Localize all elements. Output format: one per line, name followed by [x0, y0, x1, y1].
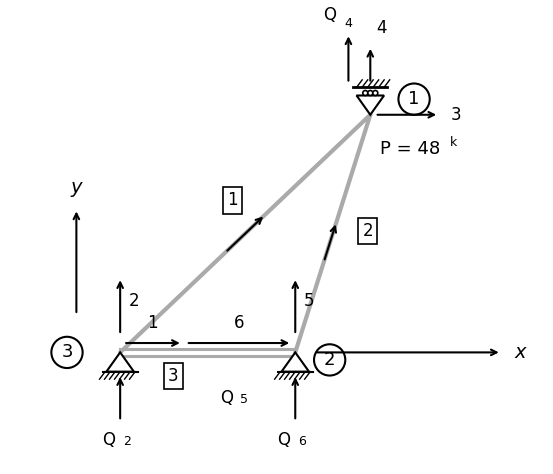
Text: 5: 5	[240, 393, 248, 406]
Text: 2: 2	[123, 435, 131, 448]
Text: k: k	[450, 137, 457, 149]
Text: Q: Q	[102, 430, 115, 448]
Text: 3: 3	[168, 367, 179, 385]
Circle shape	[368, 91, 373, 95]
Text: 5: 5	[304, 292, 315, 310]
Text: 6: 6	[298, 435, 306, 448]
Text: 6: 6	[234, 314, 244, 332]
Text: y: y	[71, 178, 82, 197]
Text: 2: 2	[324, 351, 336, 369]
Text: 1: 1	[147, 314, 158, 332]
Text: 2: 2	[363, 222, 373, 240]
Text: 3: 3	[61, 343, 73, 361]
Text: 1: 1	[227, 191, 238, 210]
Circle shape	[363, 91, 368, 95]
Text: 3: 3	[450, 106, 461, 124]
Text: Q: Q	[220, 389, 233, 407]
Text: Q: Q	[277, 430, 290, 448]
Text: 4: 4	[344, 18, 352, 30]
Text: P = 48: P = 48	[380, 140, 440, 158]
Text: 2: 2	[129, 292, 139, 310]
Text: 4: 4	[377, 18, 387, 36]
Text: Q: Q	[323, 6, 336, 24]
Circle shape	[373, 91, 378, 95]
Polygon shape	[357, 95, 384, 115]
Text: x: x	[514, 343, 526, 362]
Polygon shape	[106, 352, 134, 372]
Polygon shape	[281, 352, 309, 372]
Text: 1: 1	[409, 90, 420, 108]
